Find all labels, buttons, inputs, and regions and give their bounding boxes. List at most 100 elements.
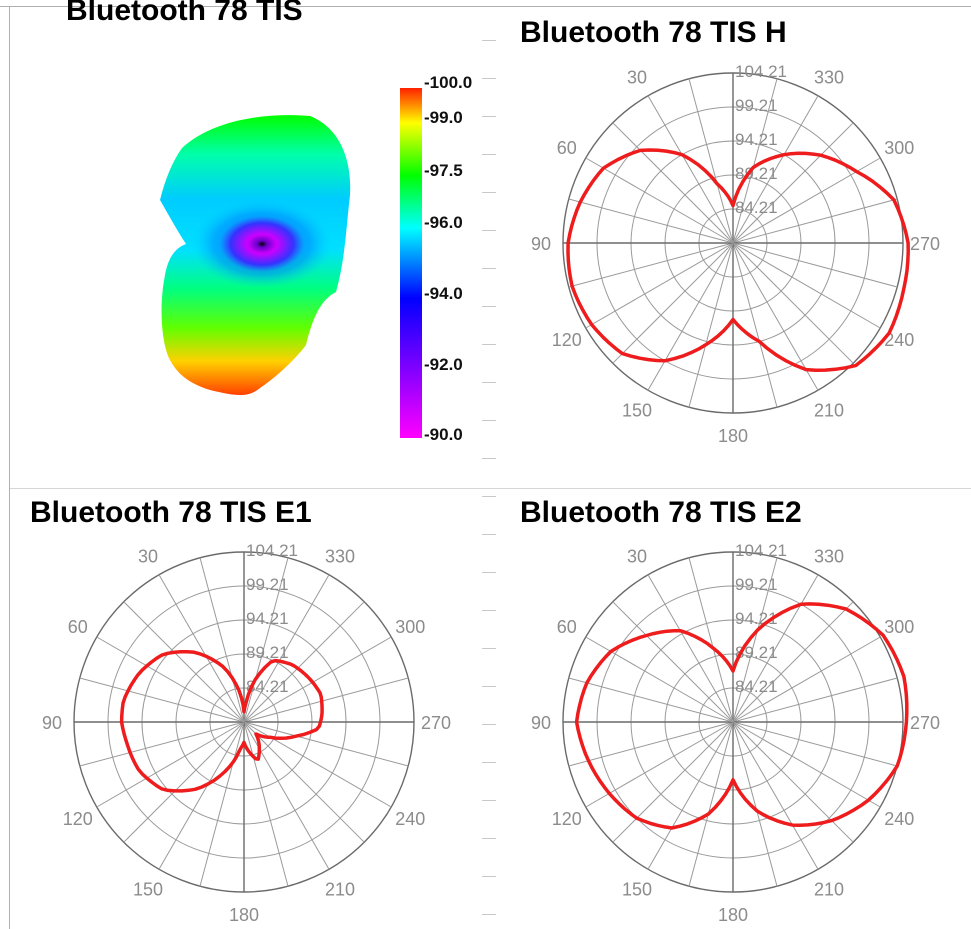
- polar-angle-label: 90: [531, 713, 551, 733]
- polar-angle-label: 60: [68, 617, 88, 637]
- polar-spoke: [568, 677, 734, 723]
- separator-dash: [482, 648, 496, 649]
- polar-angle-label: 60: [557, 617, 577, 637]
- separator-dash: [482, 116, 496, 117]
- polar-spoke: [96, 721, 245, 808]
- polar-radial-tick: 104.21: [735, 541, 787, 560]
- separator-dash: [482, 572, 496, 573]
- polar-spoke: [158, 574, 245, 723]
- colorbar-gradient: [400, 88, 422, 438]
- polar-spoke: [79, 721, 245, 767]
- polar-spoke: [243, 601, 365, 723]
- polar-spoke: [688, 78, 734, 244]
- colorbar-label-min: -90.0: [424, 425, 463, 444]
- colorbar-label-99: -99.0: [424, 108, 463, 127]
- polar-radial-tick: 84.21: [735, 198, 778, 217]
- separator-dash: [482, 458, 496, 459]
- separator-dash: [482, 306, 496, 307]
- tis-e1-title: Bluetooth 78 TIS E1: [30, 496, 312, 529]
- polar-spoke: [732, 721, 854, 843]
- colorbar-label-max: -100.0: [424, 73, 473, 92]
- polar-spoke: [568, 198, 734, 244]
- polar-spoke: [688, 242, 734, 408]
- polar-spoke: [123, 601, 245, 723]
- polar-spoke: [585, 242, 734, 329]
- polar-angle-label: 240: [884, 330, 914, 350]
- separator-dash: [482, 40, 496, 41]
- separator-dash: [482, 154, 496, 155]
- polar-spoke: [688, 557, 734, 723]
- polar-grid: [562, 72, 904, 414]
- polar-spoke: [96, 636, 245, 723]
- polar-radial-tick: 89.21: [246, 643, 289, 662]
- polar-angle-label: 90: [42, 713, 62, 733]
- polar-spoke: [243, 721, 365, 843]
- polar-spoke: [732, 198, 898, 244]
- separator-dash: [482, 914, 496, 915]
- polar-spoke: [243, 677, 409, 723]
- polar-spoke: [158, 721, 245, 870]
- separator-dash: [482, 534, 496, 535]
- polar-radial-tick: 104.21: [735, 62, 787, 81]
- polar-angle-label: 60: [557, 138, 577, 158]
- polar-angle-label: 180: [229, 905, 259, 925]
- colorbar-label-96: -96.0: [424, 213, 463, 232]
- frame-top-border: [0, 6, 971, 7]
- polar-spoke: [732, 601, 854, 723]
- polar-angle-label: 240: [395, 809, 425, 829]
- polar-spoke: [732, 242, 881, 329]
- tis-e2-title: Bluetooth 78 TIS E2: [520, 496, 802, 529]
- frame-left-border: [9, 6, 10, 929]
- separator-dash: [482, 838, 496, 839]
- polar-spoke: [199, 721, 245, 887]
- polar-angle-label: 150: [622, 879, 652, 899]
- separator-dash: [482, 382, 496, 383]
- polar-angle-label: 30: [138, 547, 158, 567]
- polar-spoke: [732, 122, 854, 244]
- colorbar-label-97-5: -97.5: [424, 161, 463, 180]
- separator-dash: [482, 876, 496, 877]
- polar-angle-label: 120: [552, 809, 582, 829]
- polar-spoke: [568, 242, 734, 288]
- polar-spoke: [612, 601, 734, 723]
- polar-spoke: [647, 95, 734, 244]
- polar-spoke: [732, 677, 898, 723]
- polar-angle-label: 330: [814, 68, 844, 88]
- polar-spoke: [732, 721, 881, 808]
- polar-spoke: [647, 574, 734, 723]
- polar-spoke: [243, 557, 289, 723]
- polar-spoke: [647, 242, 734, 391]
- separator-dash: [482, 724, 496, 725]
- polar-angle-label: 330: [814, 547, 844, 567]
- polar-angle-label: 240: [884, 809, 914, 829]
- polar-spoke: [612, 242, 734, 364]
- separator-dash: [482, 762, 496, 763]
- separator-dash: [482, 78, 496, 79]
- tis-title: Bluetooth 78 TIS: [66, 0, 303, 27]
- polar-angle-label: 90: [531, 234, 551, 254]
- polar-angle-label: 270: [910, 234, 940, 254]
- polar-radial-tick: 99.21: [735, 96, 778, 115]
- polar-pattern-series: [119, 649, 324, 793]
- polar-spoke: [732, 557, 778, 723]
- polar-angle-label: 300: [884, 617, 914, 637]
- polar-angle-label: 210: [325, 879, 355, 899]
- polar-angle-label: 300: [395, 617, 425, 637]
- polar-angle-label: 180: [718, 426, 748, 446]
- polar-spoke: [568, 721, 734, 767]
- colorbar-label-94: -94.0: [424, 284, 463, 303]
- polar-spoke: [732, 242, 854, 364]
- polar-spoke: [243, 721, 409, 767]
- polar-pattern-series: [574, 602, 909, 830]
- polar-radial-tick: 99.21: [246, 575, 289, 594]
- separator-dash: [482, 420, 496, 421]
- separator-dash: [482, 610, 496, 611]
- polar-spoke: [732, 636, 881, 723]
- polar-angle-label: 300: [884, 138, 914, 158]
- heatmap-min-spot: [220, 216, 304, 272]
- polar-spoke: [732, 78, 778, 244]
- polar-angle-label: 270: [910, 713, 940, 733]
- polar-angle-label: 150: [133, 879, 163, 899]
